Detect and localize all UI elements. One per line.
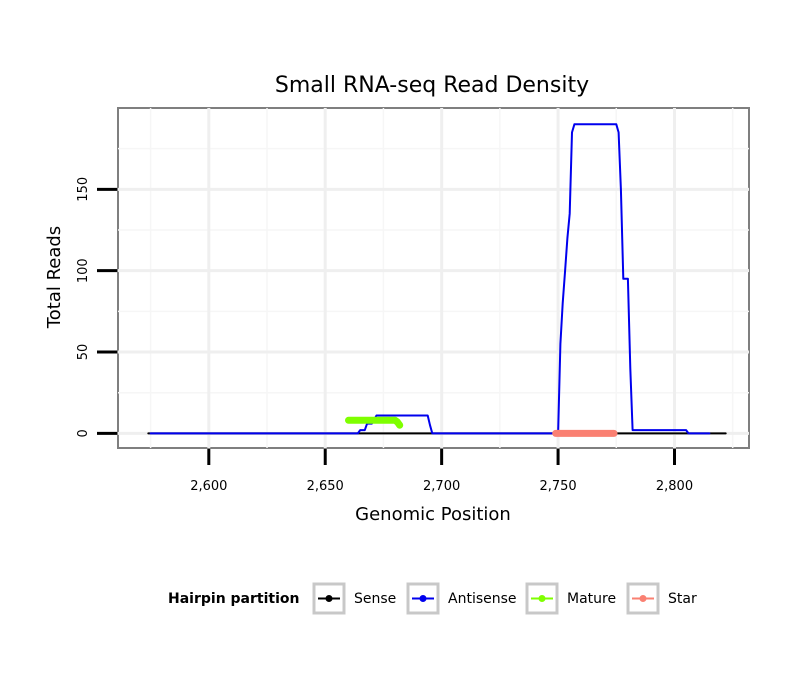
data-point-mature xyxy=(396,422,403,429)
legend-label-antisense: Antisense xyxy=(448,591,517,607)
legend-label-star: Star xyxy=(668,591,697,607)
plot-panel xyxy=(117,107,750,449)
legend-key-point xyxy=(419,595,427,602)
data-point-mature xyxy=(368,417,375,424)
data-point-mature xyxy=(345,417,352,424)
y-tick-label: 150 xyxy=(76,177,91,202)
data-point-star xyxy=(589,430,597,437)
data-point-star xyxy=(601,430,608,437)
series-layer xyxy=(147,123,727,437)
y-axis-title: Total Reads xyxy=(44,226,65,329)
data-point-mature xyxy=(380,417,387,424)
legend-key-point xyxy=(639,595,647,602)
legend-label-sense: Sense xyxy=(354,591,396,607)
x-tick-label: 2,600 xyxy=(190,479,227,494)
x-axis-title: Genomic Position xyxy=(355,504,511,525)
y-tick-label: 100 xyxy=(76,258,91,283)
x-tick-label: 2,700 xyxy=(423,479,460,494)
y-tick-label: 0 xyxy=(76,429,91,437)
legend-label-mature: Mature xyxy=(567,591,616,607)
x-tick-label: 2,800 xyxy=(656,479,693,494)
x-tick-label: 2,650 xyxy=(307,479,344,494)
data-point-star xyxy=(610,430,618,437)
data-point-star xyxy=(578,430,585,437)
x-axis: 2,600 2,650 2,700 2,750 2,800 xyxy=(190,449,693,494)
chart-title: Small RNA-seq Read Density xyxy=(275,73,589,98)
grid-lines xyxy=(118,108,749,448)
legend-key-point xyxy=(325,595,333,602)
x-tick-label: 2,750 xyxy=(539,479,576,494)
data-point-mature xyxy=(356,417,364,424)
legend: Hairpin partition Sense Antisense Mature St… xyxy=(168,582,697,615)
y-tick-label: 50 xyxy=(76,344,91,361)
y-axis: 0 50 100 150 xyxy=(76,177,117,438)
data-point-star xyxy=(566,430,573,437)
legend-title: Hairpin partition xyxy=(168,591,299,607)
legend-key-point xyxy=(538,595,546,602)
data-point-star xyxy=(552,430,559,437)
